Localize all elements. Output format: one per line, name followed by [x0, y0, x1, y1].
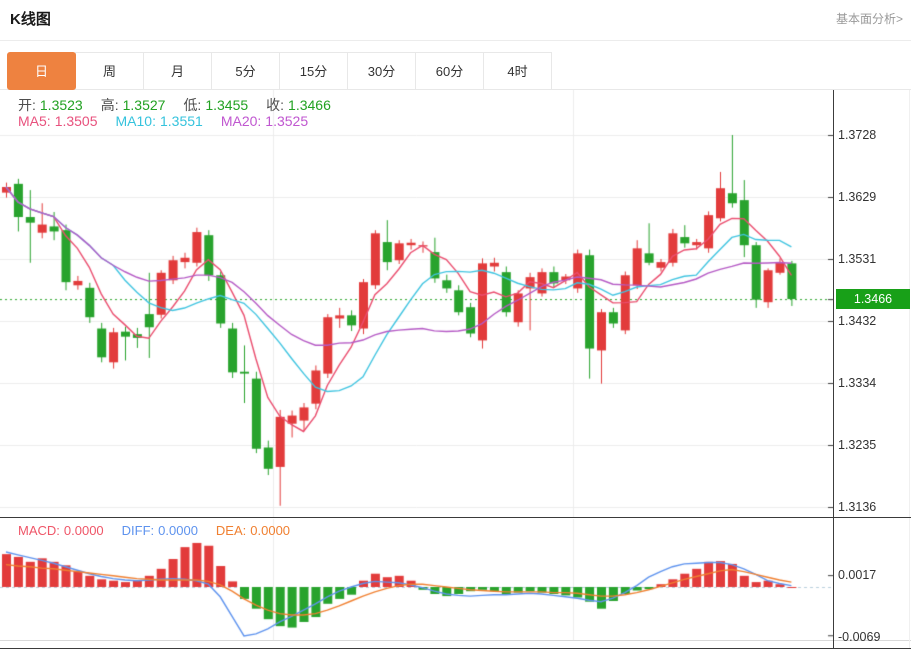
period-tab-bar: 日 周 月 5分 15分 30分 60分 4时 [7, 52, 552, 90]
macd-legend-dea-label: DEA: [215, 523, 247, 538]
page-title: K线图 [10, 11, 51, 28]
main-y-axis-label: 1.3432 [838, 314, 877, 328]
macd-chart[interactable] [0, 519, 833, 640]
macd-y-axis-label: -0.0069 [838, 630, 881, 644]
tab-5min[interactable]: 5分 [211, 52, 280, 90]
legend-ma10-label: MA10: [115, 113, 156, 129]
legend-ma20-value: 1.3525 [265, 113, 309, 129]
macd-pane-bottom-border [0, 640, 911, 641]
ohlc-low-value: 1.3455 [205, 97, 249, 113]
main-y-axis-label: 1.3235 [838, 438, 877, 452]
macd-legend-macd-label: MACD: [18, 523, 60, 538]
tab-30min[interactable]: 30分 [347, 52, 416, 90]
page-bottom-border [0, 648, 911, 649]
tab-month[interactable]: 月 [143, 52, 212, 90]
main-y-axis-label: 1.3136 [838, 500, 877, 514]
ohlc-legend: 开: 1.3523 高: 1.3527 低: 1.3455 收: 1.3466 [18, 95, 349, 115]
main-y-axis-label: 1.3531 [838, 252, 877, 266]
ohlc-high-label: 高: [100, 97, 119, 113]
ohlc-close-value: 1.3466 [288, 97, 331, 113]
tab-week[interactable]: 周 [75, 52, 144, 90]
fundamental-analysis-link[interactable]: 基本面分析> [835, 12, 903, 26]
main-y-axis-label: 1.3728 [838, 128, 877, 142]
tab-4hour[interactable]: 4时 [483, 52, 552, 90]
ohlc-open-label: 开: [18, 97, 36, 113]
legend-ma5-label: MA5: [18, 113, 51, 129]
macd-legend-diff-label: DIFF: [121, 523, 155, 538]
current-price-badge: 1.3466 [836, 289, 910, 310]
right-border [909, 90, 910, 648]
y-axis-line [833, 90, 834, 648]
legend-ma20-label: MA20: [220, 113, 262, 129]
ohlc-open-value: 1.3523 [39, 97, 83, 113]
macd-legend-diff-value: 0.0000 [158, 523, 198, 538]
ma-legend: MA5: 1.3505 MA10: 1.3551 MA20: 1.3525 [18, 113, 326, 129]
ohlc-close-label: 收: [266, 97, 285, 113]
tab-60min[interactable]: 60分 [415, 52, 484, 90]
tab-row-border [0, 89, 911, 90]
ohlc-high-value: 1.3527 [122, 97, 166, 113]
tab-15min[interactable]: 15分 [279, 52, 348, 90]
macd-legend: MACD: 0.0000 DIFF: 0.0000 DEA: 0.0000 [18, 523, 308, 538]
legend-ma5-value: 1.3505 [54, 113, 98, 129]
main-y-axis-label: 1.3334 [838, 376, 877, 390]
main-y-axis-label: 1.3629 [838, 190, 877, 204]
tab-day[interactable]: 日 [7, 52, 76, 90]
header-divider [0, 40, 911, 41]
pane-divider [0, 517, 911, 518]
macd-legend-macd-value: 0.0000 [63, 523, 104, 538]
macd-y-axis-label: 0.0017 [838, 568, 877, 582]
macd-legend-dea-value: 0.0000 [250, 523, 291, 538]
ohlc-low-label: 低: [183, 97, 202, 113]
legend-ma10-value: 1.3551 [159, 113, 203, 129]
candlestick-chart[interactable] [0, 90, 833, 517]
